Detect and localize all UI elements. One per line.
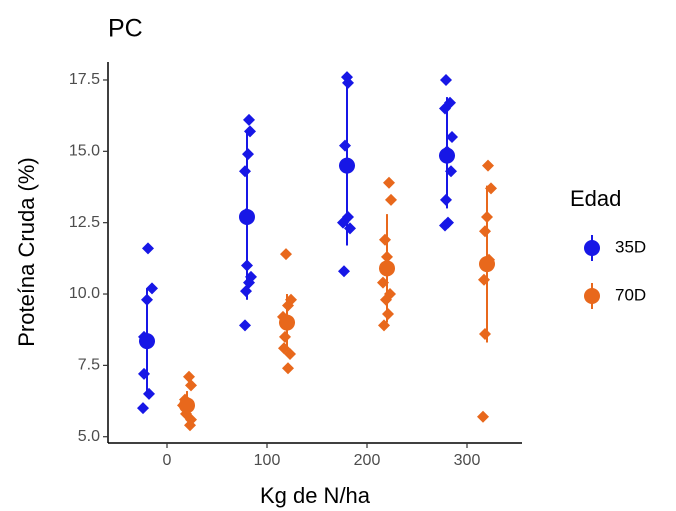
point <box>239 319 251 332</box>
point <box>378 319 390 332</box>
x-axis-label: Kg de N/ha <box>260 483 371 508</box>
legend-label: 35D <box>615 237 646 256</box>
point <box>379 233 391 246</box>
mean-point <box>279 314 295 331</box>
y-axis-label: Proteína Cruda (%) <box>14 157 39 347</box>
point <box>185 379 197 392</box>
point <box>478 273 490 286</box>
point <box>477 410 489 423</box>
legend-marker <box>584 288 600 304</box>
point <box>479 327 491 340</box>
point <box>280 248 292 261</box>
point <box>482 159 494 172</box>
x-tick-label: 200 <box>354 452 381 469</box>
mean-point <box>139 333 155 350</box>
point <box>339 139 351 152</box>
y-tick-label: 15.0 <box>69 143 100 160</box>
point <box>279 330 291 343</box>
y-tick-label: 12.5 <box>69 214 100 231</box>
point <box>184 419 196 432</box>
point <box>142 242 154 255</box>
mean-point <box>479 256 495 273</box>
point <box>183 370 195 383</box>
legend-label: 70D <box>615 285 646 304</box>
chart-title: PC <box>108 15 143 43</box>
x-tick-label: 100 <box>254 452 281 469</box>
point <box>446 131 458 144</box>
point <box>439 219 451 232</box>
point <box>282 362 294 375</box>
mean-point <box>379 260 395 277</box>
point <box>383 176 395 189</box>
point <box>146 282 158 295</box>
mean-point <box>439 147 455 164</box>
point <box>244 125 256 138</box>
mean-point <box>239 208 255 225</box>
point <box>479 225 491 238</box>
y-tick-label: 7.5 <box>78 357 100 374</box>
mean-point <box>339 157 355 174</box>
point <box>440 73 452 86</box>
y-tick-label: 5.0 <box>78 428 100 445</box>
y-tick-label: 17.5 <box>69 71 100 88</box>
point <box>138 367 150 380</box>
y-tick-label: 10.0 <box>69 285 100 302</box>
x-tick-label: 300 <box>454 452 481 469</box>
point <box>137 402 149 415</box>
mean-point <box>179 397 195 414</box>
point <box>243 113 255 126</box>
point <box>239 165 251 178</box>
legend-title: Edad <box>570 186 621 211</box>
point <box>385 193 397 206</box>
point <box>143 387 155 400</box>
point <box>338 265 350 278</box>
point <box>342 76 354 89</box>
x-tick-label: 0 <box>163 452 172 469</box>
legend-marker <box>584 240 600 256</box>
